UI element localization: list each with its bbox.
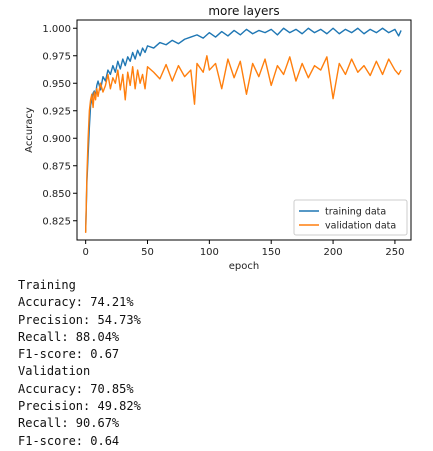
y-tick-label: 0.950 — [42, 79, 71, 90]
accuracy-chart: more layers 0 50 100 150 200 250 0.825 0.850 0.… — [24, 4, 412, 272]
training-accuracy: Accuracy: 74.21% — [18, 295, 134, 310]
validation-recall: Recall: 90.67% — [18, 416, 120, 431]
y-axis-label: Accuracy — [24, 107, 35, 153]
y-tick-label: 0.975 — [42, 51, 71, 62]
metrics-output: Training Accuracy: 74.21% Precision: 54.… — [18, 277, 141, 450]
x-axis: 0 50 100 150 200 250 — [82, 240, 404, 258]
series-line-validation — [84, 55, 402, 233]
x-tick-label: 250 — [385, 247, 404, 258]
legend-label-validation: validation data — [325, 221, 396, 232]
legend-label-training: training data — [325, 207, 386, 218]
chart-legend: training data validation data — [293, 199, 408, 236]
training-precision: Precision: 54.73% — [18, 312, 141, 327]
x-tick-label: 0 — [82, 247, 88, 258]
y-tick-label: 0.925 — [42, 106, 71, 117]
x-tick-label: 150 — [262, 247, 281, 258]
validation-accuracy: Accuracy: 70.85% — [18, 381, 134, 396]
chart-title: more layers — [208, 4, 279, 18]
x-tick-label: 50 — [141, 247, 154, 258]
y-tick-label: 0.875 — [42, 161, 71, 172]
training-f1: F1-score: 0.67 — [18, 347, 120, 362]
x-tick-label: 100 — [200, 247, 219, 258]
y-tick-label: 0.900 — [42, 134, 71, 145]
training-recall: Recall: 88.04% — [18, 329, 120, 344]
y-tick-label: 0.850 — [42, 189, 71, 200]
validation-f1: F1-score: 0.64 — [18, 433, 120, 448]
y-tick-label: 0.825 — [42, 216, 71, 227]
y-tick-label: 1.000 — [42, 24, 71, 35]
series-group — [84, 27, 402, 233]
validation-heading: Validation — [18, 364, 91, 379]
x-axis-label: epoch — [229, 261, 259, 272]
plot-frame — [76, 19, 412, 241]
chart-svg: more layers 0 50 100 150 200 250 0.8250.8500.… — [24, 4, 412, 272]
training-heading: Training — [18, 278, 76, 292]
y-axis: 0.825 0.850 0.875 0.900 0.925 0.950 0.975 1.000 — [42, 24, 77, 227]
x-tick-label: 200 — [324, 247, 343, 258]
legend-box — [293, 199, 408, 236]
series-line-training — [84, 27, 402, 232]
validation-precision: Precision: 49.82% — [18, 399, 141, 414]
